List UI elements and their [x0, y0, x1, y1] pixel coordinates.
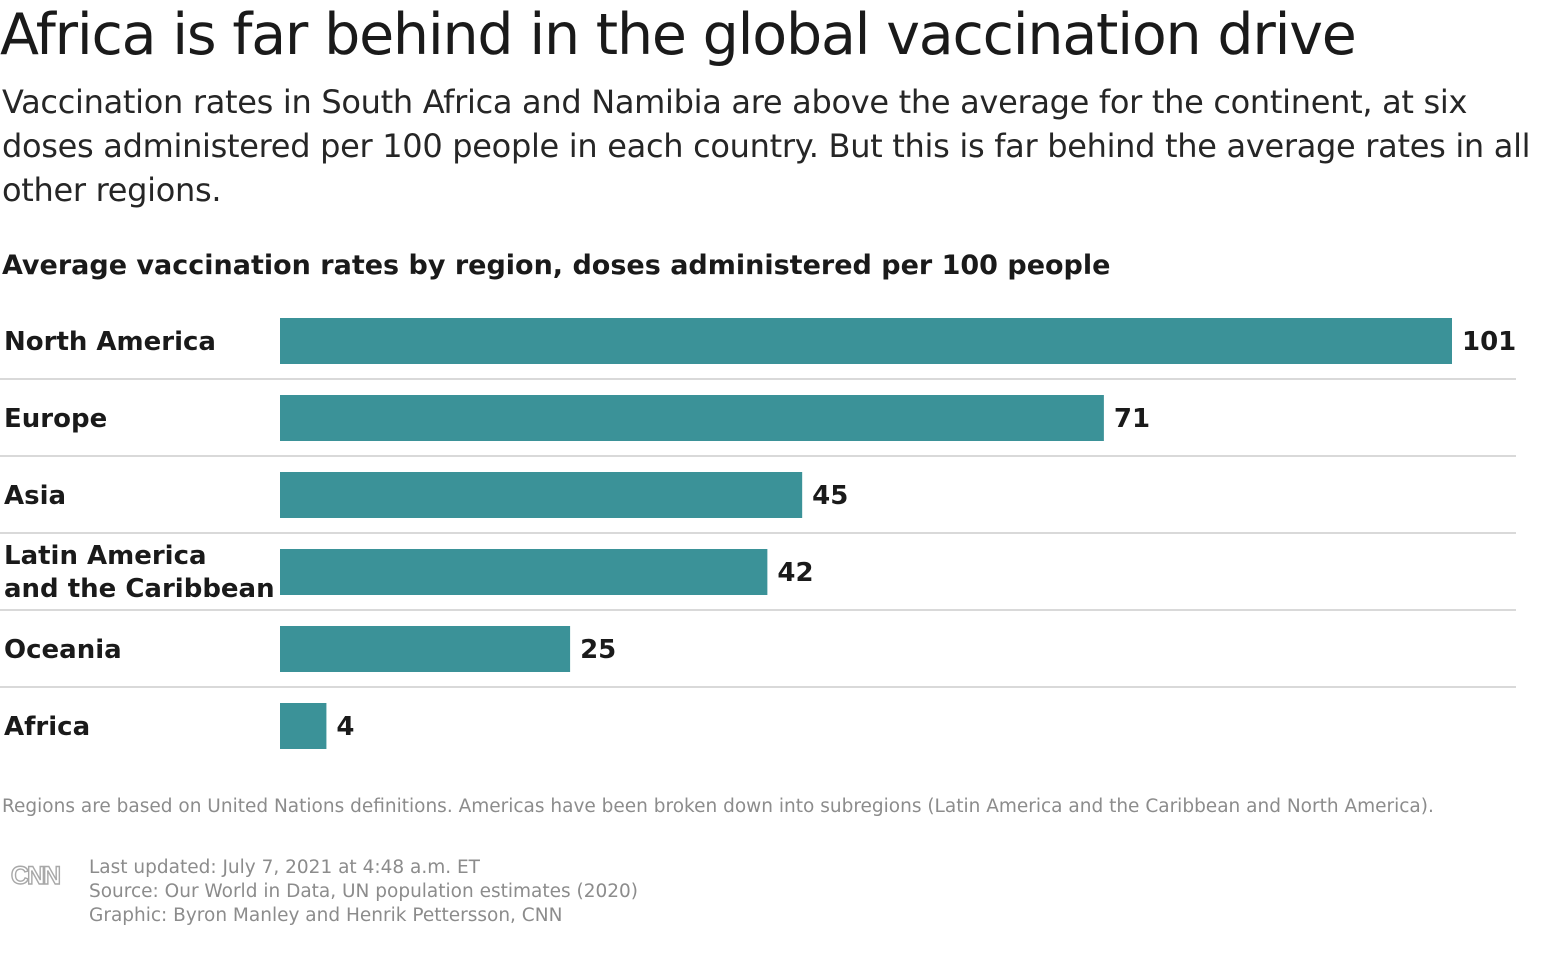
category-label: Europe: [4, 404, 107, 434]
value-label: 45: [812, 481, 848, 511]
bar: [280, 626, 571, 672]
category-label: Africa: [4, 712, 90, 742]
value-label: 71: [1114, 404, 1150, 434]
value-label: 101: [1462, 327, 1516, 357]
page-subtitle: Vaccination rates in South Africa and Na…: [2, 83, 1531, 209]
bar: [280, 395, 1104, 441]
category-label: Oceania: [4, 635, 122, 665]
value-label: 25: [580, 635, 616, 665]
value-label: 4: [336, 712, 354, 742]
bar: [280, 318, 1452, 364]
source-line: Source: Our World in Data, UN population…: [89, 881, 639, 902]
value-label: 42: [777, 558, 813, 588]
category-label: Asia: [4, 481, 66, 511]
category-label-line: Latin America: [4, 541, 207, 571]
category-label: Latin America and the Caribbean: [4, 541, 275, 604]
page-title: Africa is far behind in the global vacci…: [0, 2, 1357, 68]
cnn-logo: CNN: [10, 862, 63, 890]
chart-title: Average vaccination rates by region, dos…: [2, 250, 1111, 281]
graphic-credit: Graphic: Byron Manley and Henrik Petters…: [89, 905, 563, 926]
cnn-logo-text: CNN: [11, 862, 60, 890]
footnote: Regions are based on United Nations defi…: [2, 796, 1434, 817]
credits: Last updated: July 7, 2021 at 4:48 a.m. …: [89, 856, 638, 928]
bar: [280, 703, 327, 749]
category-label: North America: [4, 327, 216, 357]
bar-chart: 101 North America 71 Europe 45 Asia 42 Latin Am…: [0, 318, 1516, 749]
bar: [280, 549, 768, 595]
category-label-line: and the Caribbean: [4, 574, 275, 604]
bar: [280, 472, 803, 518]
last-updated: Last updated: July 7, 2021 at 4:48 a.m. …: [89, 857, 480, 878]
